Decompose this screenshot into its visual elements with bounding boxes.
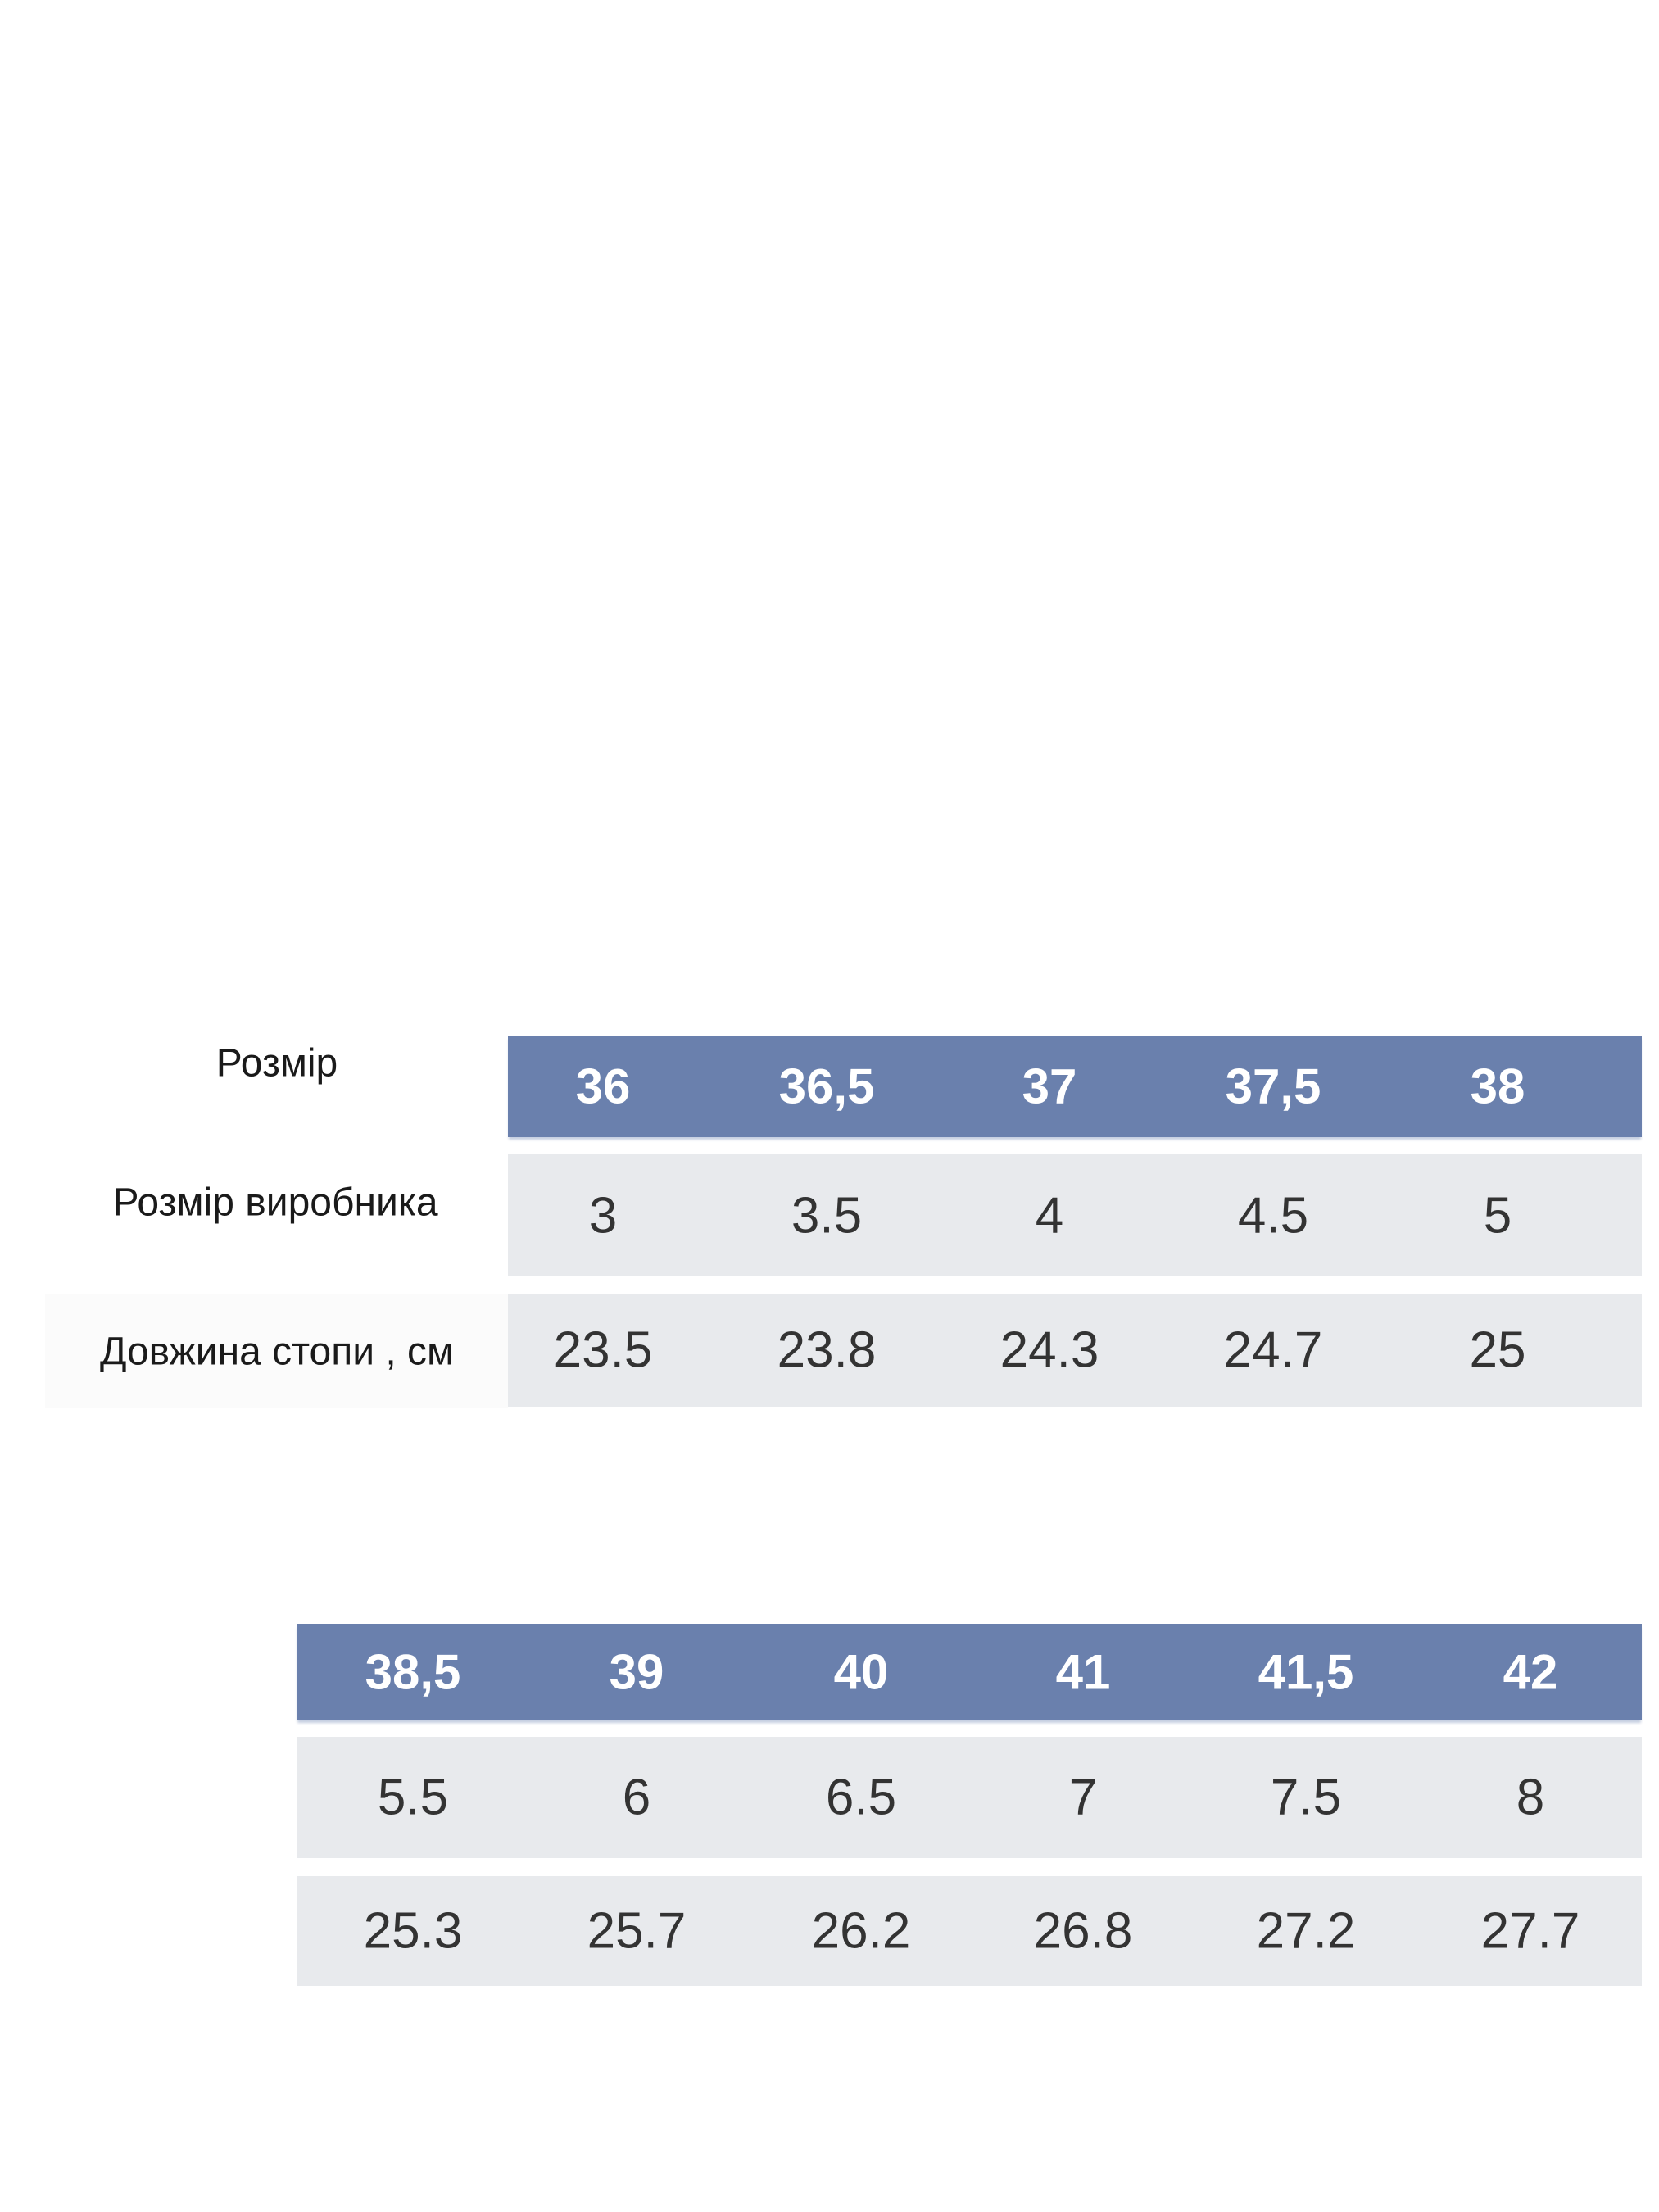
- foot-length-cell: 27.7: [1480, 1902, 1580, 1960]
- manufacturer-size-cell: 5.5: [377, 1769, 449, 1826]
- size-cell: 39: [609, 1644, 664, 1700]
- foot-length-cell: 25.7: [587, 1902, 687, 1960]
- foot-length-cell: 27.2: [1256, 1902, 1356, 1960]
- size-header-row: 36 36,5 37 37,5 38: [508, 1036, 1642, 1137]
- manufacturer-size-cell: 7.5: [1270, 1769, 1342, 1826]
- size-cell: 37,5: [1225, 1058, 1321, 1114]
- size-cell: 40: [833, 1644, 889, 1700]
- foot-length-cell: 25.3: [363, 1902, 463, 1960]
- manufacturer-size-row: 3 3.5 4 4.5 5: [508, 1154, 1642, 1276]
- label-band: [45, 1294, 508, 1408]
- manufacturer-size-cell: 8: [1516, 1769, 1545, 1826]
- manufacturer-size-cell: 7: [1068, 1769, 1098, 1826]
- manufacturer-size-cell: 3.5: [791, 1187, 863, 1244]
- foot-length-cell: 26.2: [811, 1902, 911, 1960]
- size-cell: 41: [1055, 1644, 1111, 1700]
- manufacturer-size-label: Розмір виробника: [112, 1181, 438, 1225]
- foot-length-cell: 23.8: [777, 1321, 877, 1379]
- foot-length-row: 23.5 23.8 24.3 24.7 25: [508, 1294, 1642, 1407]
- foot-length-cell: 26.8: [1033, 1902, 1133, 1960]
- size-label: Розмір: [215, 1041, 338, 1086]
- size-cell: 37: [1022, 1058, 1077, 1114]
- foot-length-cell: 24.3: [999, 1321, 1099, 1379]
- foot-length-row: 25.3 25.7 26.2 26.8 27.2 27.7: [297, 1876, 1642, 1986]
- foot-length-cell: 23.5: [553, 1321, 653, 1379]
- manufacturer-size-cell: 6: [622, 1769, 651, 1826]
- manufacturer-size-cell: 5: [1483, 1187, 1512, 1244]
- manufacturer-size-row: 5.5 6 6.5 7 7.5 8: [297, 1737, 1642, 1858]
- size-cell: 38,5: [365, 1644, 461, 1700]
- size-cell: 42: [1503, 1644, 1558, 1700]
- size-cell: 36: [575, 1058, 631, 1114]
- foot-length-cell: 25: [1469, 1321, 1526, 1379]
- foot-length-label: Довжина стопи , см: [99, 1330, 455, 1374]
- foot-length-cell: 24.7: [1223, 1321, 1323, 1379]
- manufacturer-size-cell: 4: [1035, 1187, 1064, 1244]
- size-cell: 38: [1470, 1058, 1525, 1114]
- manufacturer-size-cell: 4.5: [1237, 1187, 1309, 1244]
- size-header-row: 38,5 39 40 41 41,5 42: [297, 1624, 1642, 1720]
- size-cell: 36,5: [778, 1058, 875, 1114]
- size-cell: 41,5: [1258, 1644, 1354, 1700]
- manufacturer-size-cell: 6.5: [825, 1769, 897, 1826]
- manufacturer-size-cell: 3: [588, 1187, 618, 1244]
